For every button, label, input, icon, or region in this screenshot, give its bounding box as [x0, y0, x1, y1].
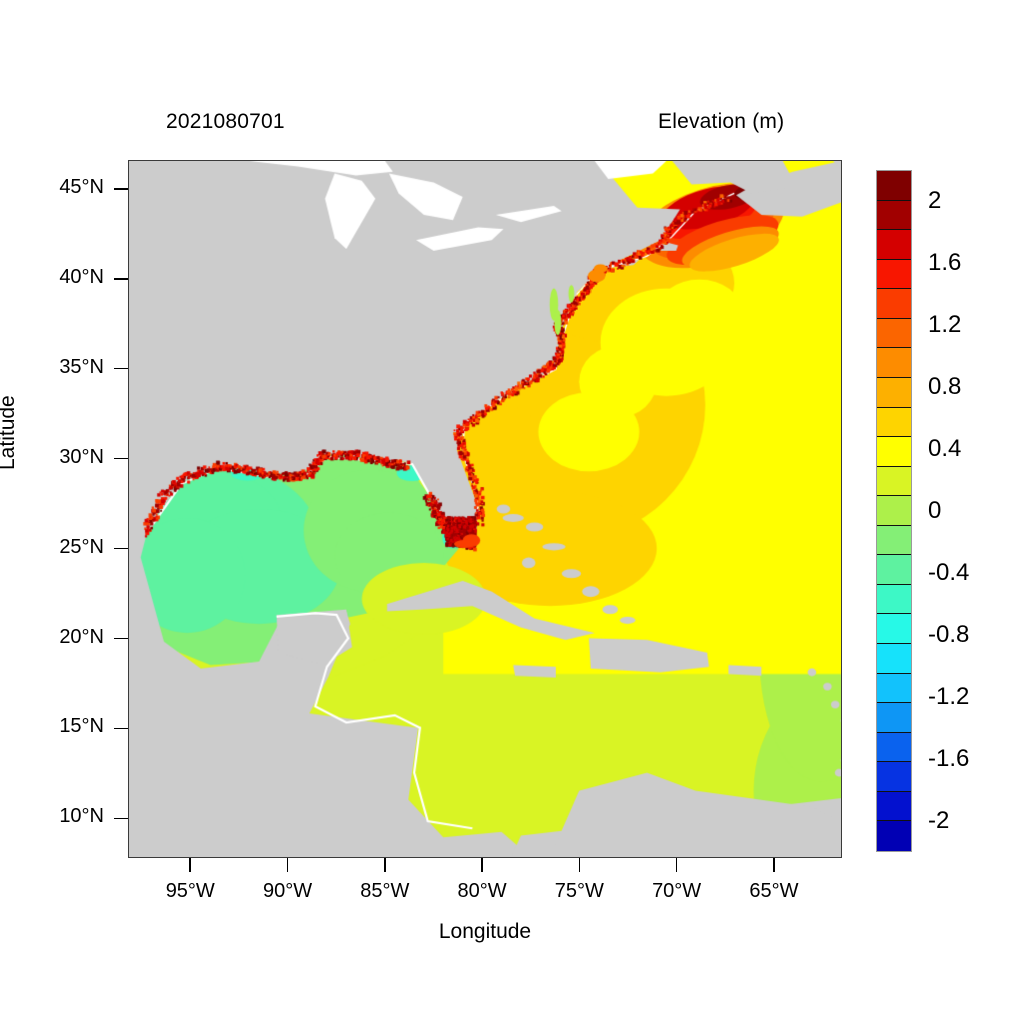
colorbar-band: [877, 230, 911, 260]
colorbar-tick-label: 1.2: [928, 311, 961, 339]
colorbar-band: [877, 289, 911, 319]
y-tick-mark: [114, 638, 128, 640]
y-tick-label: 45°N: [0, 176, 104, 199]
colorbar-band: [877, 467, 911, 497]
colorbar-tick-label: 0.8: [928, 373, 961, 401]
colorbar-band: [877, 733, 911, 763]
date-title: 2021080701: [166, 110, 285, 134]
colorbar-band: [877, 792, 911, 822]
colorbar-band: [877, 171, 911, 201]
y-tick-mark: [114, 818, 128, 820]
y-tick-mark: [114, 368, 128, 370]
y-tick-label: 15°N: [0, 715, 104, 738]
colorbar-band: [877, 555, 911, 585]
y-tick-label: 40°N: [0, 266, 104, 289]
colorbar-title: Elevation (m): [658, 110, 784, 134]
y-tick-label: 20°N: [0, 626, 104, 649]
y-tick-mark: [114, 188, 128, 190]
y-tick-label: 25°N: [0, 536, 104, 559]
colorbar-band: [877, 585, 911, 615]
colorbar-band: [877, 319, 911, 349]
y-tick-mark: [114, 548, 128, 550]
y-tick-label: 35°N: [0, 356, 104, 379]
x-tick-mark: [189, 858, 191, 872]
colorbar-tick-label: 1.6: [928, 249, 961, 277]
colorbar-tick-label: -0.8: [928, 621, 969, 649]
colorbar-tick-label: 0: [928, 497, 941, 525]
x-tick-mark: [384, 858, 386, 872]
colorbar-band: [877, 703, 911, 733]
colorbar-tick-label: -1.6: [928, 745, 969, 773]
colorbar: [876, 170, 912, 852]
x-tick-mark: [481, 858, 483, 872]
x-tick-label: 65°W: [714, 880, 834, 903]
x-tick-mark: [773, 858, 775, 872]
colorbar-band: [877, 496, 911, 526]
colorbar-band: [877, 378, 911, 408]
colorbar-band: [877, 644, 911, 674]
colorbar-band: [877, 437, 911, 467]
colorbar-band: [877, 674, 911, 704]
colorbar-band: [877, 762, 911, 792]
y-tick-label: 10°N: [0, 805, 104, 828]
colorbar-band: [877, 614, 911, 644]
x-tick-mark: [676, 858, 678, 872]
colorbar-band: [877, 348, 911, 378]
colorbar-tick-label: -0.4: [928, 559, 969, 587]
colorbar-band: [877, 821, 911, 851]
y-axis-label: Latitude: [0, 395, 20, 470]
colorbar-tick-label: -1.2: [928, 683, 969, 711]
x-tick-mark: [579, 858, 581, 872]
colorbar-tick-label: 0.4: [928, 435, 961, 463]
x-axis-label: Longitude: [0, 920, 970, 944]
colorbar-tick-label: -2: [928, 807, 949, 835]
y-tick-mark: [114, 728, 128, 730]
colorbar-band: [877, 408, 911, 438]
figure-root: 2021080701 Elevation (m) 45°N 40°N 35°N 30°…: [0, 0, 1024, 1024]
x-tick-mark: [287, 858, 289, 872]
colorbar-band: [877, 526, 911, 556]
colorbar-band: [877, 260, 911, 290]
y-tick-mark: [114, 458, 128, 460]
colorbar-tick-label: 2: [928, 187, 941, 215]
colorbar-band: [877, 201, 911, 231]
elevation-heatmap-canvas: [129, 161, 841, 857]
map-plot-area: [128, 160, 842, 858]
y-tick-mark: [114, 278, 128, 280]
